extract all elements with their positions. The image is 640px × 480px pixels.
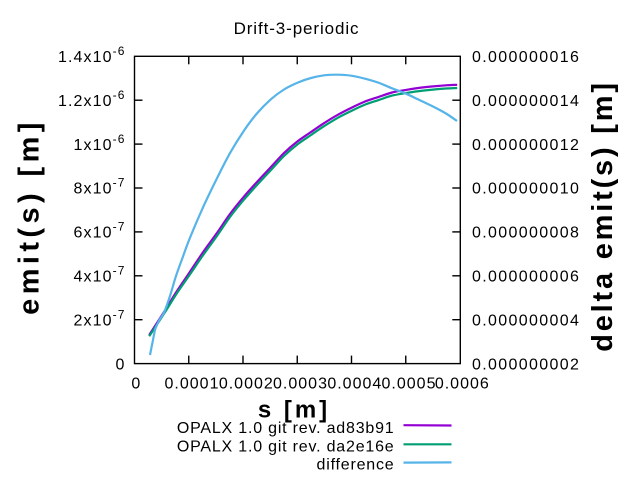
svg-text:0.0003: 0.0003: [273, 375, 328, 392]
svg-text:8x10-7: 8x10-7: [74, 176, 126, 198]
svg-text:4x10-7: 4x10-7: [74, 264, 126, 286]
svg-text:0.0005: 0.0005: [382, 375, 437, 392]
svg-text:2x10-7: 2x10-7: [74, 307, 126, 329]
svg-text:emit(s) [m]: emit(s) [m]: [14, 118, 46, 315]
svg-text:1.4x10-6: 1.4x10-6: [58, 44, 126, 66]
svg-text:0.0004: 0.0004: [327, 375, 382, 392]
svg-text:0.000000012: 0.000000012: [472, 137, 580, 154]
svg-text:0.000000002: 0.000000002: [472, 356, 580, 373]
svg-text:1x10-6: 1x10-6: [74, 132, 126, 154]
svg-text:0.000000014: 0.000000014: [472, 93, 580, 110]
svg-text:OPALX 1.0 git rev. ad83b91: OPALX 1.0 git rev. ad83b91: [177, 420, 395, 437]
svg-text:Drift-3-periodic: Drift-3-periodic: [234, 19, 360, 38]
svg-text:0: 0: [131, 375, 141, 392]
svg-text:0: 0: [116, 356, 126, 373]
svg-text:0.000000006: 0.000000006: [472, 269, 580, 286]
svg-text:6x10-7: 6x10-7: [74, 220, 126, 242]
svg-text:0.000000016: 0.000000016: [472, 49, 580, 66]
svg-text:OPALX 1.0 git rev. da2e16e: OPALX 1.0 git rev. da2e16e: [177, 438, 395, 455]
svg-text:0.0006: 0.0006: [435, 375, 490, 392]
svg-text:s [m]: s [m]: [258, 397, 330, 424]
svg-text:0.000000008: 0.000000008: [472, 225, 580, 242]
svg-text:0.0002: 0.0002: [219, 375, 274, 392]
svg-text:0.000000004: 0.000000004: [472, 312, 580, 329]
svg-text:1.2x10-6: 1.2x10-6: [58, 88, 126, 110]
svg-text:difference: difference: [317, 457, 395, 474]
svg-text:0.000000010: 0.000000010: [472, 181, 580, 198]
svg-text:0.0001: 0.0001: [165, 375, 220, 392]
svg-text:delta emit(s) [m]: delta emit(s) [m]: [587, 80, 619, 352]
